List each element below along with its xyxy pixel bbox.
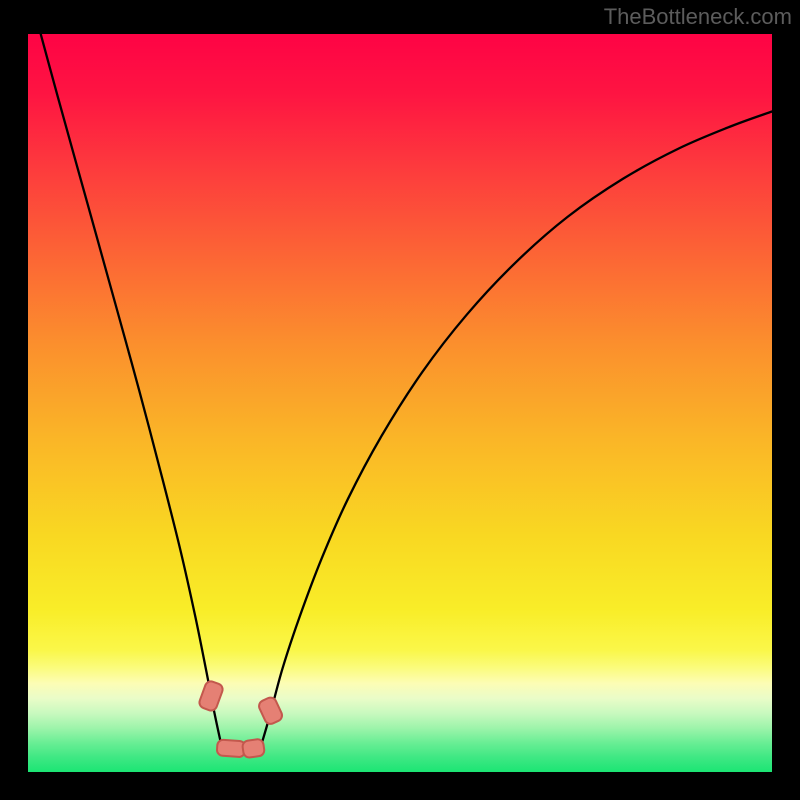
curve-marker [242,739,265,759]
watermark-text: TheBottleneck.com [604,4,792,30]
chart-root: TheBottleneck.com [0,0,800,800]
curve-marker [217,739,246,757]
plot-background-gradient [28,34,772,772]
bottleneck-curve-chart [0,0,800,800]
